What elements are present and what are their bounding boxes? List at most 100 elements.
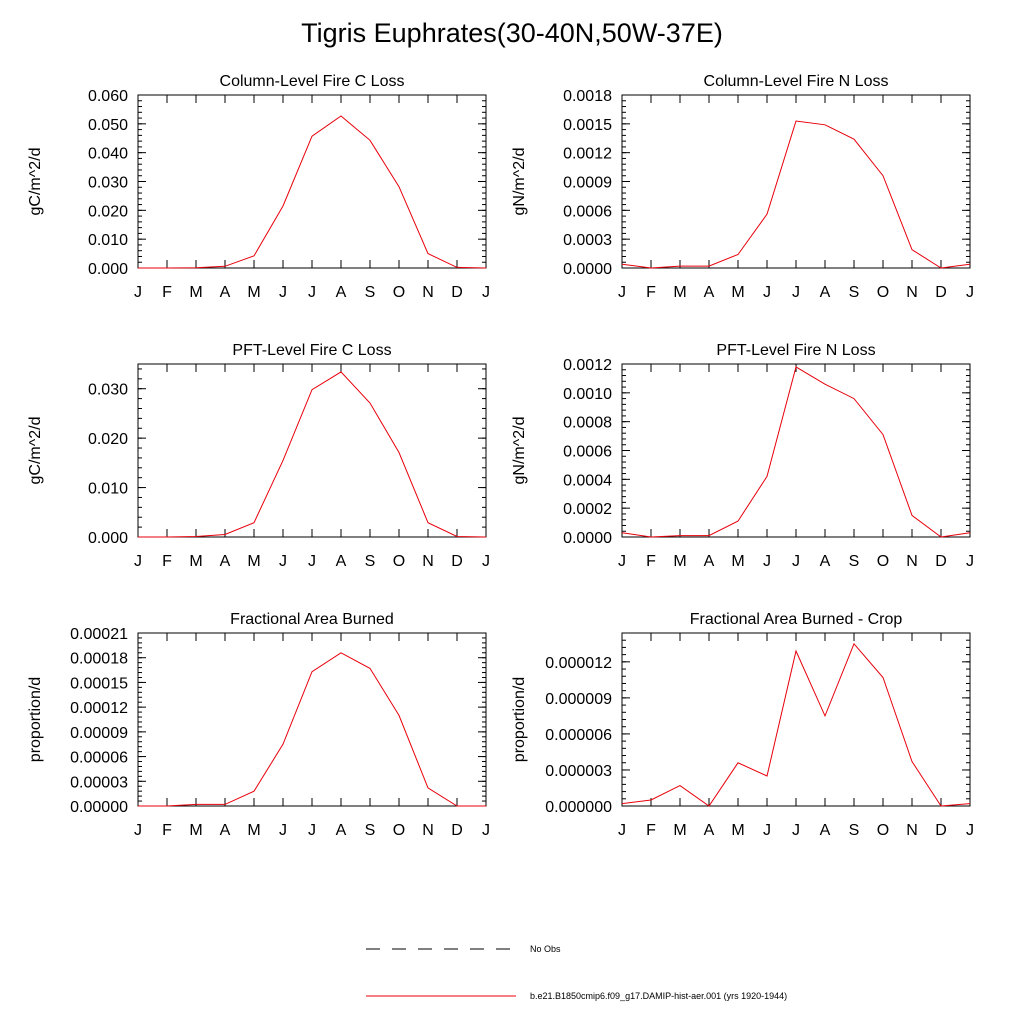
y-axis-label: gN/m^2/d <box>511 148 528 216</box>
chart-panel-5: J F M A M J J A S O N D J0.000000.000030.000060.0000… <box>27 611 490 839</box>
x-tick-label: A <box>336 553 347 570</box>
series-line-1 <box>621 120 971 269</box>
x-tick-label: J <box>618 553 626 570</box>
x-tick-label: D <box>935 822 947 839</box>
panel-title: Column-Level Fire N Loss <box>704 73 889 90</box>
x-tick-label: J <box>482 553 490 570</box>
x-tick-label: N <box>906 822 918 839</box>
x-tick-label: S <box>365 284 376 301</box>
y-tick-label: 0.000000 <box>545 799 612 816</box>
x-tick-label: O <box>393 553 405 570</box>
y-tick-label: 0.00009 <box>70 725 128 742</box>
x-tick-label: S <box>365 553 376 570</box>
x-tick-label: J <box>763 822 771 839</box>
x-tick-label: S <box>365 822 376 839</box>
y-tick-label: 0.0004 <box>563 472 612 489</box>
y-tick-label: 0.0010 <box>563 386 612 403</box>
y-tick-label: 0.0002 <box>563 501 612 518</box>
x-tick-label: M <box>189 284 202 301</box>
y-tick-label: 0.0000 <box>563 261 612 278</box>
x-tick-label: M <box>731 284 744 301</box>
x-tick-label: J <box>792 553 800 570</box>
x-tick-label: J <box>966 284 974 301</box>
x-tick-label: J <box>308 822 316 839</box>
x-tick-label: A <box>220 284 231 301</box>
y-tick-label: 0.020 <box>88 431 128 448</box>
x-tick-label: J <box>763 284 771 301</box>
legend-obs-label: No Obs <box>530 944 561 954</box>
panel-title: PFT-Level Fire N Loss <box>716 342 875 359</box>
x-tick-label: J <box>134 284 142 301</box>
x-tick-label: M <box>673 553 686 570</box>
y-tick-label: 0.00018 <box>70 651 128 668</box>
y-tick-label: 0.030 <box>88 175 128 192</box>
panel-title: Fractional Area Burned <box>230 611 394 628</box>
x-tick-label: J <box>482 822 490 839</box>
x-tick-label: J <box>618 284 626 301</box>
y-tick-label: 0.0015 <box>563 117 612 134</box>
x-tick-label: M <box>247 284 260 301</box>
x-tick-label: M <box>731 553 744 570</box>
legend-model-label: b.e21.B1850cmip6.f09_g17.DAMIP-hist-aer.… <box>530 991 788 1001</box>
y-tick-label: 0.00015 <box>70 675 128 692</box>
x-tick-label: M <box>731 822 744 839</box>
y-tick-label: 0.030 <box>88 382 128 399</box>
x-tick-label: J <box>279 822 287 839</box>
x-tick-label: D <box>451 284 463 301</box>
x-tick-label: O <box>877 822 889 839</box>
x-tick-label: J <box>618 822 626 839</box>
x-tick-label: A <box>704 822 715 839</box>
series-line-1 <box>138 652 486 807</box>
y-tick-label: 0.0003 <box>563 232 612 249</box>
x-tick-label: J <box>308 553 316 570</box>
y-tick-label: 0.00012 <box>70 700 128 717</box>
x-tick-label: J <box>279 553 287 570</box>
x-tick-label: D <box>451 822 463 839</box>
x-tick-label: A <box>704 553 715 570</box>
y-tick-label: 0.000012 <box>545 655 612 672</box>
y-tick-label: 0.000003 <box>545 763 612 780</box>
panel-title: PFT-Level Fire C Loss <box>232 342 391 359</box>
y-axis-label: proportion/d <box>27 677 44 762</box>
x-tick-label: J <box>966 822 974 839</box>
x-tick-label: F <box>162 284 172 301</box>
x-tick-label: S <box>849 553 860 570</box>
x-tick-label: A <box>220 553 231 570</box>
x-tick-label: D <box>935 284 947 301</box>
x-tick-label: M <box>247 553 260 570</box>
x-tick-label: A <box>336 822 347 839</box>
y-axis-label: gC/m^2/d <box>27 417 44 485</box>
y-axis-label: gC/m^2/d <box>27 148 44 216</box>
x-tick-label: O <box>393 284 405 301</box>
x-tick-label: F <box>646 553 656 570</box>
y-tick-label: 0.000 <box>88 530 128 547</box>
y-axis-label: proportion/d <box>511 677 528 762</box>
x-tick-label: M <box>247 822 260 839</box>
x-tick-label: N <box>422 553 434 570</box>
x-tick-label: M <box>189 822 202 839</box>
page-title: Tigris Euphrates(30-40N,50W-37E) <box>301 18 723 48</box>
y-tick-label: 0.000006 <box>545 727 612 744</box>
x-tick-label: S <box>849 822 860 839</box>
x-tick-label: A <box>704 284 715 301</box>
x-tick-label: D <box>451 553 463 570</box>
panel-title: Fractional Area Burned - Crop <box>690 611 903 628</box>
y-tick-label: 0.00003 <box>70 774 128 791</box>
x-tick-label: J <box>134 822 142 839</box>
y-tick-label: 0.0018 <box>563 88 612 105</box>
x-tick-label: M <box>189 553 202 570</box>
x-tick-label: A <box>820 284 831 301</box>
x-tick-label: F <box>646 284 656 301</box>
y-tick-label: 0.0009 <box>563 175 612 192</box>
x-tick-label: J <box>966 553 974 570</box>
x-tick-label: O <box>877 553 889 570</box>
y-tick-label: 0.010 <box>88 481 128 498</box>
x-tick-label: D <box>935 553 947 570</box>
x-tick-label: A <box>336 284 347 301</box>
y-tick-label: 0.00021 <box>70 626 128 643</box>
x-tick-label: J <box>763 553 771 570</box>
x-tick-label: O <box>393 822 405 839</box>
x-tick-label: M <box>673 822 686 839</box>
y-tick-label: 0.040 <box>88 146 128 163</box>
